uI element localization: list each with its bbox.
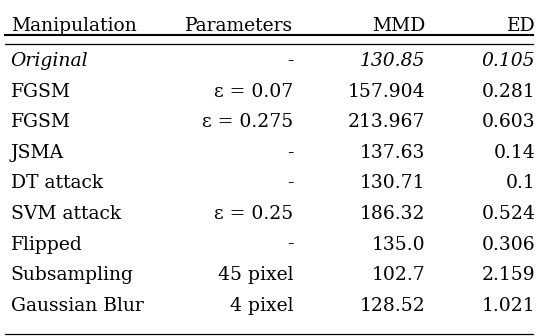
Text: 0.14: 0.14 [493, 144, 535, 162]
Text: -: - [287, 144, 293, 162]
Text: 213.967: 213.967 [348, 113, 425, 131]
Text: Flipped: Flipped [11, 236, 82, 254]
Text: 135.0: 135.0 [371, 236, 425, 254]
Text: 4 pixel: 4 pixel [230, 297, 293, 315]
Text: 186.32: 186.32 [359, 205, 425, 223]
Text: JSMA: JSMA [11, 144, 64, 162]
Text: -: - [287, 174, 293, 193]
Text: 102.7: 102.7 [371, 266, 425, 284]
Text: Original: Original [11, 52, 88, 70]
Text: -: - [287, 236, 293, 254]
Text: 130.71: 130.71 [359, 174, 425, 193]
Text: DT attack: DT attack [11, 174, 103, 193]
Text: FGSM: FGSM [11, 83, 71, 101]
Text: ε = 0.25: ε = 0.25 [214, 205, 293, 223]
Text: 2.159: 2.159 [482, 266, 535, 284]
Text: 0.105: 0.105 [482, 52, 535, 70]
Text: FGSM: FGSM [11, 113, 71, 131]
Text: ε = 0.275: ε = 0.275 [202, 113, 293, 131]
Text: 0.281: 0.281 [482, 83, 535, 101]
Text: Gaussian Blur: Gaussian Blur [11, 297, 144, 315]
Text: ε = 0.07: ε = 0.07 [214, 83, 293, 101]
Text: Subsampling: Subsampling [11, 266, 133, 284]
Text: 0.306: 0.306 [482, 236, 535, 254]
Text: Manipulation: Manipulation [11, 17, 137, 35]
Text: ED: ED [507, 17, 535, 35]
Text: 0.1: 0.1 [506, 174, 535, 193]
Text: MMD: MMD [372, 17, 425, 35]
Text: Parameters: Parameters [185, 17, 293, 35]
Text: 137.63: 137.63 [359, 144, 425, 162]
Text: SVM attack: SVM attack [11, 205, 121, 223]
Text: 128.52: 128.52 [359, 297, 425, 315]
Text: 45 pixel: 45 pixel [218, 266, 293, 284]
Text: -: - [287, 52, 293, 70]
Text: 0.524: 0.524 [482, 205, 535, 223]
Text: 0.603: 0.603 [482, 113, 535, 131]
Text: 157.904: 157.904 [348, 83, 425, 101]
Text: 130.85: 130.85 [359, 52, 425, 70]
Text: 1.021: 1.021 [482, 297, 535, 315]
